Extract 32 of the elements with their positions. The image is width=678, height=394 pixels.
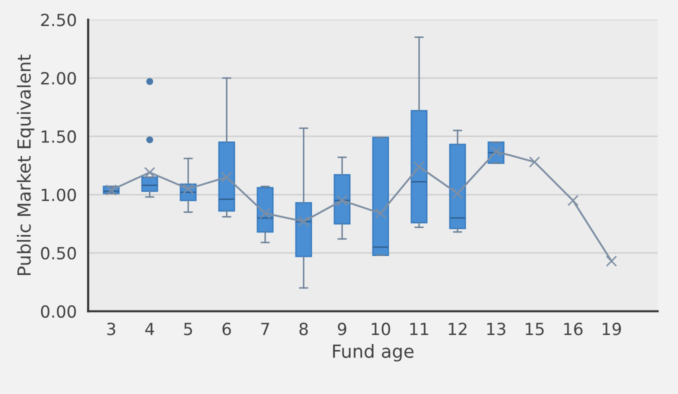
x-tick-label: 13 bbox=[487, 322, 506, 336]
point bbox=[567, 194, 579, 206]
x-tick-label: 5 bbox=[184, 322, 192, 336]
y-axis-title: Public Market Equivalent bbox=[16, 54, 34, 276]
x-tick-label: 9 bbox=[338, 322, 346, 336]
x-tick-label: 4 bbox=[145, 322, 154, 336]
x-tick-label: 15 bbox=[526, 322, 544, 336]
x-axis-title: Fund age bbox=[333, 344, 414, 362]
point bbox=[375, 208, 386, 219]
point bbox=[221, 172, 232, 183]
point bbox=[414, 161, 425, 172]
x-tick-label: 16 bbox=[564, 322, 583, 336]
x-tick-label: 6 bbox=[222, 322, 231, 336]
point bbox=[606, 256, 618, 267]
y-tick-label: 2.00 bbox=[41, 72, 76, 85]
point bbox=[298, 216, 310, 228]
point bbox=[336, 194, 348, 206]
x-tick-label: 12 bbox=[448, 322, 466, 336]
x-tick-label: 10 bbox=[372, 322, 390, 336]
x-tick-label: 19 bbox=[602, 322, 621, 336]
y-tick-label: 0.00 bbox=[41, 305, 76, 318]
y-tick-label: 1.50 bbox=[42, 130, 76, 143]
point bbox=[452, 188, 464, 200]
point bbox=[528, 156, 540, 168]
x-tick-label: 8 bbox=[299, 322, 308, 336]
x-tick-label: 11 bbox=[410, 322, 428, 336]
x-tick-label: 7 bbox=[261, 322, 270, 336]
y-tick-label: 1.00 bbox=[42, 188, 76, 202]
y-tick-label: 2.50 bbox=[41, 14, 76, 26]
point bbox=[144, 166, 156, 178]
y-tick-label: 0.50 bbox=[41, 246, 76, 260]
x-tick-label: 3 bbox=[107, 322, 116, 336]
